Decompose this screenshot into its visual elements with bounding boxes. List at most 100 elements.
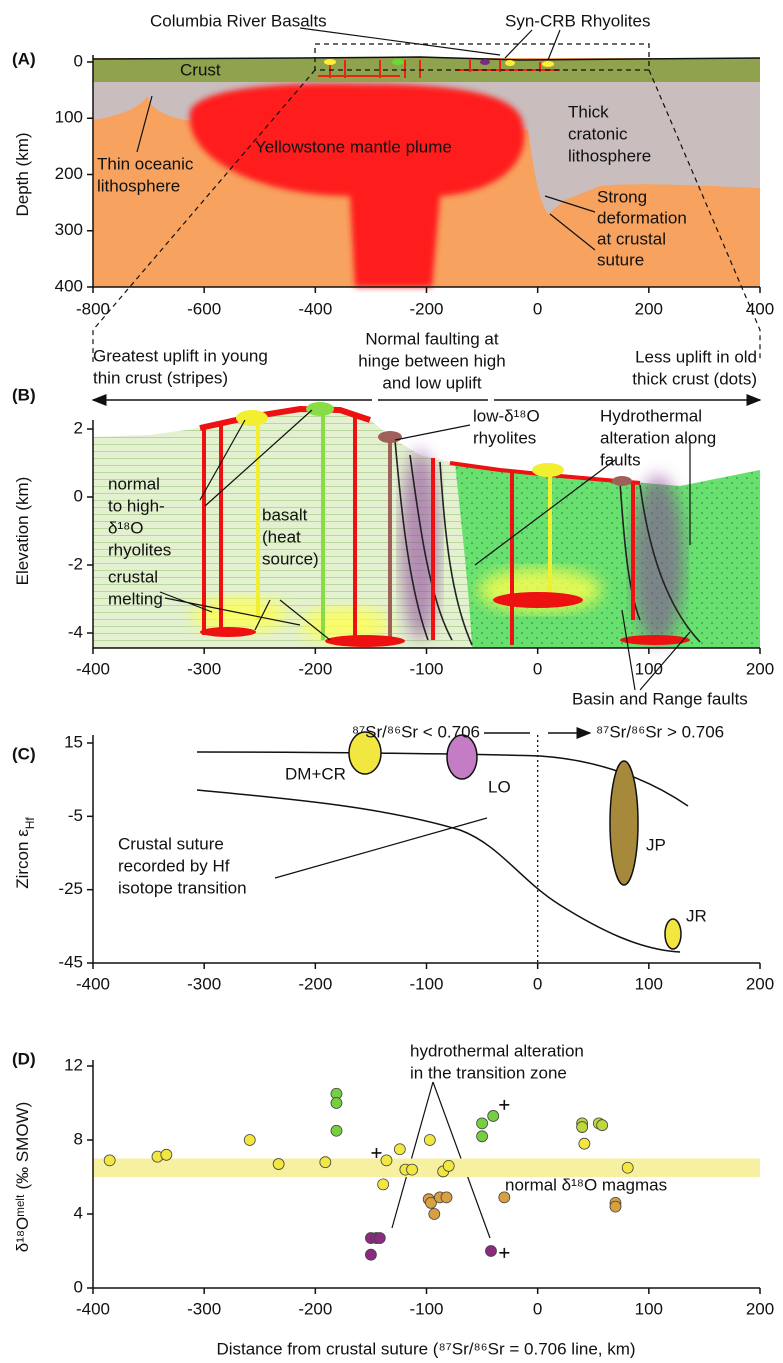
annotation: and low uplift bbox=[382, 373, 482, 392]
annotation: thin crust (stripes) bbox=[93, 368, 228, 387]
y-axis-title-text: Depth (km) bbox=[13, 132, 32, 216]
rhyolite bbox=[392, 59, 404, 65]
y-axis-title-text: Elevation (km) bbox=[13, 477, 32, 586]
annotation: recorded by Hf bbox=[118, 856, 230, 875]
annotation: low-δ¹⁸O bbox=[473, 406, 540, 425]
annotation: JR bbox=[686, 906, 707, 925]
annotation: isotope transition bbox=[118, 878, 247, 897]
rhyolite-dikes bbox=[256, 418, 552, 620]
x-tick-label: -200 bbox=[298, 1299, 332, 1318]
rhyolite-dome bbox=[612, 476, 632, 486]
annotation: LO bbox=[488, 777, 511, 796]
annotation: thick crust (dots) bbox=[632, 369, 757, 388]
x-tick-label: -300 bbox=[187, 974, 221, 993]
y-axis-title-text: δ¹⁸Oᵐᵉˡᵗ (‰ SMOW) bbox=[13, 1102, 32, 1253]
x-tick-label: 100 bbox=[635, 974, 663, 993]
x-tick-label: 0 bbox=[533, 1299, 542, 1318]
panel-label: (B) bbox=[12, 385, 36, 404]
x-tick-label: 100 bbox=[635, 1299, 663, 1318]
leader-line bbox=[274, 817, 488, 879]
data-point bbox=[330, 1097, 343, 1109]
x-tick-label: -600 bbox=[187, 299, 221, 318]
annotation: alteration along bbox=[600, 428, 716, 447]
rhyolite-dome bbox=[306, 402, 334, 416]
annotation: to high- bbox=[108, 496, 165, 515]
panel-3: -400 -300 -200 -100 0 100 200 15 -5 -25 -45 Zircon … bbox=[12, 722, 774, 993]
x-tick-label: 200 bbox=[746, 659, 774, 678]
x-tick-label: 0 bbox=[533, 974, 542, 993]
annotation: Columbia River Basalts bbox=[150, 11, 327, 30]
field-dm-cr bbox=[348, 731, 382, 775]
rhyolite bbox=[480, 59, 490, 65]
y-tick-label: -2 bbox=[68, 554, 83, 573]
data-point bbox=[243, 1134, 256, 1146]
panel-2: -400 -300 -200 -100 0 100 200 2 0 -2 -4 Elevation (… bbox=[12, 329, 774, 708]
data-point bbox=[365, 1248, 377, 1261]
y-tick-label: 0 bbox=[74, 486, 83, 505]
rhyolite bbox=[505, 60, 515, 66]
x-tick-label: -200 bbox=[409, 299, 443, 318]
data-point bbox=[485, 1245, 497, 1257]
x-tick-label: -800 bbox=[76, 299, 110, 318]
y-tick-label: 12 bbox=[64, 1055, 83, 1074]
x-tick-label: -200 bbox=[298, 659, 332, 678]
zoom-box bbox=[314, 43, 650, 71]
panel-4: -400 -300 -200 -100 0 100 200 0 4 8 12 δ¹⁸Oᵐᵉˡᵗ (‰ … bbox=[12, 1041, 774, 1358]
annotation: (heat bbox=[262, 527, 301, 546]
lava-flow bbox=[449, 461, 641, 485]
panel-label: (D) bbox=[12, 1049, 36, 1068]
y-tick-label: 400 bbox=[55, 276, 83, 295]
rhyolite-dome bbox=[236, 410, 268, 426]
y-axis-title-sub: Hf bbox=[23, 817, 37, 830]
y-tick-label: 4 bbox=[74, 1203, 83, 1222]
data-point bbox=[423, 1134, 436, 1146]
y-axis-title: Elevation (km) bbox=[13, 477, 32, 586]
annotation: faults bbox=[600, 450, 641, 469]
x-tick-label: -100 bbox=[409, 659, 443, 678]
data-point bbox=[319, 1156, 332, 1169]
y-tick-label: -5 bbox=[68, 806, 83, 825]
section-b-drawing bbox=[93, 400, 760, 691]
mantle-plume bbox=[189, 83, 525, 287]
crust bbox=[93, 57, 760, 82]
data-point bbox=[442, 1160, 455, 1172]
y-tick-label: 2 bbox=[74, 418, 83, 437]
annotation: hinge between high bbox=[358, 351, 505, 370]
annotation: cratonic bbox=[568, 124, 628, 143]
y-tick-label: -25 bbox=[58, 879, 83, 898]
annotation: lithosphere bbox=[97, 176, 180, 195]
alteration-zone bbox=[400, 450, 440, 640]
annotation: Thick bbox=[568, 102, 609, 121]
panel-label: (A) bbox=[12, 49, 36, 68]
data-point bbox=[596, 1119, 609, 1132]
field-jp bbox=[609, 760, 639, 886]
data-point bbox=[103, 1154, 116, 1167]
x-tick-label: -400 bbox=[76, 974, 110, 993]
field-jr bbox=[664, 918, 682, 950]
annotation: normal bbox=[108, 474, 160, 493]
data-point bbox=[576, 1121, 589, 1133]
x-tick-label: 400 bbox=[746, 299, 774, 318]
x-axis-title: Distance from crustal suture (⁸⁷Sr/⁸⁶Sr … bbox=[216, 1339, 635, 1358]
y-axis-title: δ¹⁸Oᵐᵉˡᵗ (‰ SMOW) bbox=[13, 1102, 32, 1253]
annotation: Yellowstone mantle plume bbox=[255, 137, 452, 156]
normal-band bbox=[93, 1158, 760, 1177]
y-tick-label: 300 bbox=[55, 220, 83, 239]
data-point bbox=[393, 1143, 406, 1156]
annotation: JP bbox=[646, 835, 666, 854]
plus-marker bbox=[499, 1247, 510, 1258]
y-tick-label: 0 bbox=[74, 51, 83, 70]
annotation: rhyolites bbox=[108, 540, 171, 559]
y-tick-label: 200 bbox=[55, 164, 83, 183]
y-tick-label: -4 bbox=[68, 622, 83, 641]
x-tick-label: -400 bbox=[76, 659, 110, 678]
annotation: suture bbox=[597, 250, 644, 269]
annotation: Crust bbox=[180, 60, 221, 79]
y-axis-title-text: Zircon ε bbox=[13, 829, 32, 889]
x-tick-label: 200 bbox=[635, 299, 663, 318]
x-tick-label: -100 bbox=[409, 974, 443, 993]
x-tick-label: 0 bbox=[533, 299, 542, 318]
y-tick-label: 100 bbox=[55, 108, 83, 127]
data-point bbox=[476, 1117, 488, 1130]
